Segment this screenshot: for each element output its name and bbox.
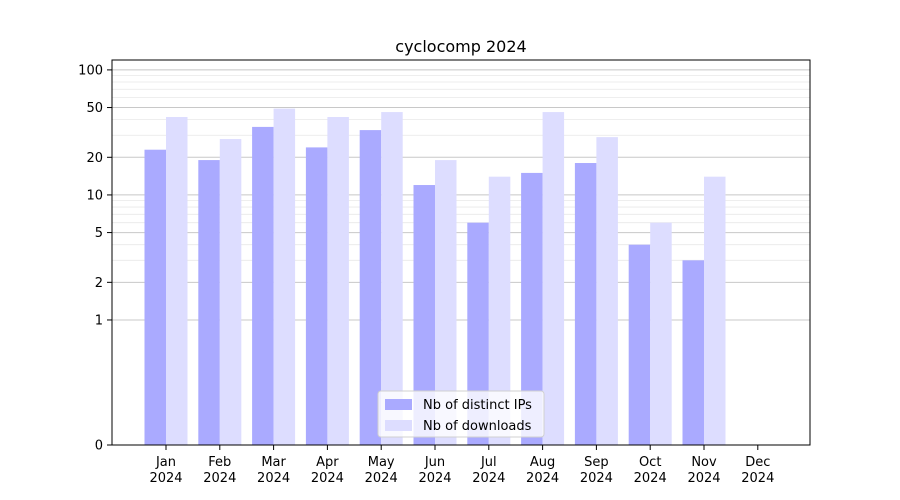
- x-tick-label: Aug: [530, 455, 555, 470]
- x-tick-label: Nov: [691, 455, 717, 470]
- x-tick-label: Jan: [155, 455, 176, 470]
- legend-label: Nb of distinct IPs: [423, 398, 532, 413]
- bar-downloads: [381, 112, 403, 445]
- x-tick-label: 2024: [634, 471, 667, 486]
- x-tick-label: Jul: [480, 455, 497, 470]
- x-tick-label: 2024: [149, 471, 182, 486]
- y-tick-label: 2: [95, 276, 103, 291]
- x-tick-label: 2024: [311, 471, 344, 486]
- x-tick-label: Oct: [639, 455, 661, 470]
- x-tick-label: Sep: [584, 455, 609, 470]
- legend-label: Nb of downloads: [423, 419, 532, 434]
- bar-distinct-ips: [252, 126, 274, 446]
- x-tick-label: Feb: [208, 455, 231, 470]
- x-tick-label: Dec: [745, 455, 770, 470]
- bar-downloads: [273, 108, 296, 445]
- y-tick-label: 100: [78, 63, 103, 78]
- bar-downloads: [327, 117, 349, 445]
- legend-swatch: [385, 420, 412, 431]
- bar-distinct-ips: [413, 185, 435, 445]
- plot-frame: [111, 59, 811, 446]
- y-tick-label: 10: [86, 188, 103, 203]
- x-tick-label: 2024: [257, 471, 290, 486]
- x-tick-label: Mar: [261, 455, 286, 470]
- y-tick-label: 50: [86, 101, 103, 116]
- chart-title: cyclocomp 2024: [395, 37, 526, 56]
- bar-distinct-ips: [305, 147, 328, 446]
- x-axis: Jan2024Feb2024Mar2024Apr2024May2024Jun20…: [149, 445, 774, 486]
- bars: [144, 108, 726, 446]
- y-axis: 0 1 2 5 10 20 50 100: [78, 63, 112, 454]
- bar-downloads: [704, 176, 726, 445]
- x-tick-label: 2024: [741, 471, 774, 486]
- x-tick-label: 2024: [580, 471, 613, 486]
- y-tick-label: 20: [86, 151, 103, 166]
- bar-distinct-ips: [144, 149, 166, 446]
- bar-downloads: [435, 160, 457, 445]
- bar-downloads: [166, 117, 188, 445]
- bar-distinct-ips: [521, 172, 543, 445]
- bar-distinct-ips: [198, 160, 220, 445]
- x-tick-label: 2024: [526, 471, 559, 486]
- bar-distinct-ips: [574, 163, 597, 445]
- y-tick-label: 1: [95, 313, 103, 328]
- y-tick-label: 5: [95, 226, 103, 241]
- bar-downloads: [650, 222, 672, 445]
- x-tick-label: Apr: [316, 455, 339, 470]
- legend-swatch: [385, 399, 412, 410]
- legend-box: [377, 390, 545, 438]
- x-tick-label: 2024: [687, 471, 720, 486]
- x-tick-label: 2024: [418, 471, 451, 486]
- bar-downloads: [596, 137, 618, 445]
- bar-downloads: [542, 112, 565, 445]
- bar-distinct-ips: [628, 244, 651, 445]
- x-tick-label: May: [368, 455, 395, 470]
- bar-distinct-ips: [467, 222, 489, 445]
- legend: Nb of distinct IPs Nb of downloads: [377, 390, 545, 438]
- x-tick-label: Jun: [424, 455, 445, 470]
- x-tick-label: 2024: [472, 471, 505, 486]
- x-tick-label: 2024: [365, 471, 398, 486]
- bar-distinct-ips: [359, 130, 382, 445]
- bar-distinct-ips: [682, 260, 704, 445]
- bar-downloads: [219, 139, 242, 445]
- x-tick-label: 2024: [203, 471, 236, 486]
- bar-downloads: [488, 176, 511, 445]
- y-tick-label: 0: [95, 439, 103, 454]
